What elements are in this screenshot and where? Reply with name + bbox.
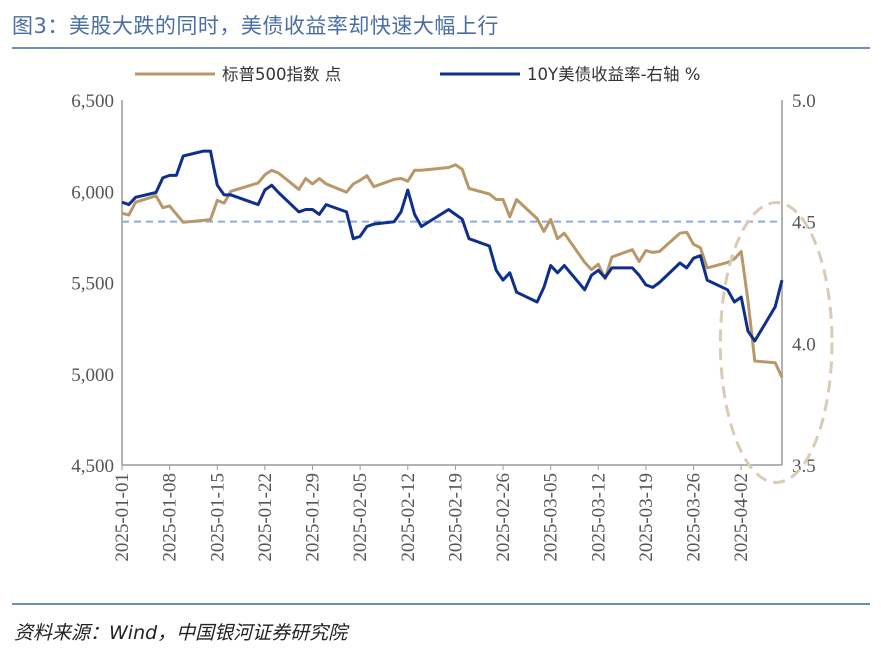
x-tick-label: 2025-02-19 — [445, 473, 466, 562]
left-tick-label: 5,500 — [71, 274, 114, 295]
right-tick-label: 4.0 — [792, 334, 816, 355]
legend-yield-label: 10Y美债收益率-右轴 % — [527, 65, 700, 84]
legend-spx-label: 标普500指数 点 — [222, 65, 341, 84]
x-tick-label: 2025-03-12 — [588, 473, 609, 562]
x-tick-label: 2025-03-19 — [636, 473, 657, 562]
spx-line — [121, 163, 784, 379]
x-tick-label: 2025-01-08 — [160, 473, 181, 562]
right-tick-label: 5.0 — [792, 91, 816, 112]
treasury-yield-line — [121, 149, 784, 343]
x-tick-label: 2025-01-29 — [303, 473, 324, 562]
chart: 4,5005,0005,5006,0006,5003.54.04.55.0202… — [71, 65, 834, 562]
x-tick-label: 2025-03-26 — [684, 473, 705, 562]
left-tick-label: 6,000 — [71, 182, 114, 203]
x-tick-label: 2025-02-26 — [493, 473, 514, 562]
source-divider — [12, 603, 870, 605]
highlight-ellipse — [718, 201, 834, 484]
x-tick-label: 2025-01-15 — [207, 473, 228, 562]
title-divider — [12, 47, 870, 49]
left-tick-label: 4,500 — [71, 456, 114, 477]
x-tick-label: 2025-02-12 — [398, 473, 419, 562]
x-tick-label: 2025-03-05 — [541, 473, 562, 562]
x-tick-label: 2025-02-05 — [350, 473, 371, 562]
x-tick-label: 2025-01-01 — [112, 473, 133, 562]
left-tick-label: 6,500 — [71, 91, 114, 112]
figure-title: 图3：美股大跌的同时，美债收益率却快速大幅上行 — [12, 14, 499, 38]
x-tick-label: 2025-01-22 — [255, 473, 276, 562]
source-note: 资料来源：Wind，中国银河证券研究院 — [14, 622, 348, 644]
x-tick-label: 2025-04-02 — [731, 473, 752, 562]
left-tick-label: 5,000 — [71, 365, 114, 386]
